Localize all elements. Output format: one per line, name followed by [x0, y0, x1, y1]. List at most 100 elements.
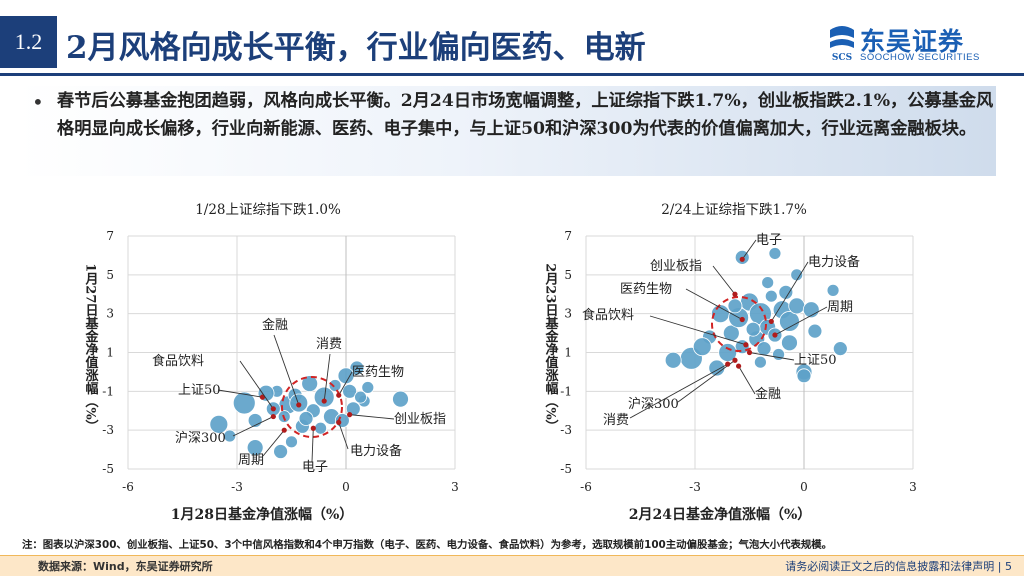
annotation-label: 周期: [238, 453, 264, 468]
summary-box: [18, 86, 996, 176]
annotation-leader: [349, 414, 395, 420]
y-tick-label: -3: [560, 423, 572, 437]
annotation-leader: [738, 365, 756, 395]
annotation-leader: [323, 353, 331, 402]
annotation-marker: [732, 357, 738, 363]
svg-text:SCS: SCS: [832, 53, 852, 63]
y-tick-label: 3: [564, 307, 572, 321]
annotation-leader: [685, 288, 743, 320]
y-tick-label: 5: [106, 268, 114, 282]
scatter-chart-right: -6 -3 0 3 7 5 3 1 -1 -3 -5 2/24上证综指下跌1.7% 2月24日基金净值涨…: [543, 202, 917, 523]
bubble-point: [298, 411, 314, 426]
y-axis-label: 2月23日基金净值涨幅（%）: [543, 263, 560, 433]
y-tick-label: -5: [102, 462, 114, 476]
bubble-point: [761, 276, 775, 289]
bubble-point: [781, 334, 798, 352]
bubble-point: [273, 444, 289, 459]
highlight-dashed-circle: [711, 296, 767, 352]
x-tick-label: -6: [580, 480, 592, 494]
annotation-marker: [259, 394, 266, 400]
annotation-leader: [311, 428, 314, 463]
bubble-point: [223, 429, 237, 443]
bubble-point: [285, 435, 298, 449]
bubble-point: [727, 298, 743, 314]
y-axis-label: 1月27日基金净值涨幅（%）: [83, 263, 100, 433]
footer-bar: 数据来源：Wind，东吴证券研究所 请务必阅读正文之后的信息披露和法律声明 | …: [0, 556, 1024, 576]
annotation-label: 食品饮料: [582, 307, 634, 323]
y-tick-label: 3: [106, 307, 114, 321]
bubble-point: [246, 439, 264, 457]
bubble-point: [745, 321, 761, 337]
x-tick-label: -6: [122, 480, 134, 494]
bubble-point: [328, 379, 342, 392]
bubble-point: [354, 390, 367, 404]
annotation-marker: [347, 412, 353, 418]
annotation-label: 消费: [603, 413, 629, 428]
annotation-label: 沪深300: [628, 396, 679, 412]
bubble-point: [722, 324, 740, 342]
annotation-label: 周期: [827, 300, 853, 315]
bullet-icon: •: [32, 90, 44, 114]
annotation-leader: [338, 371, 353, 396]
summary-text: 春节后公募基金抱团趋弱，风格向成长平衡。2月24日市场宽幅调整，上证综指下跌1.…: [57, 91, 994, 139]
annotation-marker: [270, 413, 276, 420]
chart-title: 2/24上证综指下跌1.7%: [661, 202, 807, 218]
x-axis-label: 1月28日基金净值涨幅（%）: [171, 506, 354, 523]
annotation-label: 上证50: [178, 383, 221, 398]
bubble-point: [756, 341, 772, 357]
bubble-point: [790, 268, 804, 282]
bubble-point: [826, 283, 840, 297]
highlight-dashed-circle: [281, 376, 343, 438]
annotation-marker: [739, 316, 745, 323]
annotation-label: 医药生物: [352, 365, 404, 380]
bubble-point: [788, 297, 806, 315]
annotation-marker: [725, 361, 731, 367]
bubble-point: [768, 247, 782, 260]
page-title: 2月风格向成长平衡，行业偏向医药、电新: [66, 30, 646, 66]
annotation-leader: [262, 429, 285, 457]
annotation-leader: [232, 416, 274, 437]
bubble-point: [796, 368, 812, 384]
annotation-marker: [281, 427, 287, 433]
x-tick-label: 0: [800, 480, 808, 494]
annotation-label: 创业板指: [394, 412, 446, 427]
annotation-label: 医药生物: [620, 282, 672, 297]
y-tick-label: 1: [106, 346, 114, 360]
bubble-point: [778, 284, 794, 300]
x-tick-label: -3: [689, 480, 701, 494]
bubble-point: [361, 381, 375, 394]
y-tick-label: 7: [564, 229, 572, 243]
annotation-label: 电子: [756, 233, 782, 248]
annotation-marker: [772, 332, 778, 338]
annotation-marker: [739, 256, 745, 262]
annotation-marker: [310, 425, 316, 431]
annotation-leader: [217, 389, 263, 398]
annotation-leader: [712, 265, 736, 295]
y-tick-label: 7: [106, 229, 114, 243]
bubble-point: [232, 391, 256, 415]
bubble-point: [692, 337, 712, 357]
y-tick-label: 5: [564, 268, 572, 282]
bubble-point: [313, 386, 335, 408]
brand-logo: SCS 东吴证券 SOOCHOW SECURITIES: [826, 22, 1006, 64]
chart-note: 注：图表以沪深300、创业板指、上证50、3个中信风格指数和4个申万指数（电子、…: [22, 539, 833, 551]
annotation-leader: [749, 352, 795, 361]
annotation-label: 沪深300: [175, 430, 226, 446]
annotation-marker: [336, 419, 342, 425]
bubble-point: [349, 360, 365, 376]
logo-english-name: SOOCHOW SECURITIES: [860, 52, 980, 63]
bubble-point: [342, 383, 358, 399]
bubble-point: [337, 367, 355, 385]
annotation-leader: [774, 306, 828, 336]
bubble-point: [779, 311, 800, 332]
annotation-label: 上证50: [794, 353, 837, 368]
annotation-label: 电子: [302, 460, 328, 475]
x-axis-label: 2月24日基金净值涨幅（%）: [629, 506, 812, 523]
annotation-label: 食品饮料: [152, 353, 204, 369]
annotation-marker: [296, 402, 302, 408]
disclaimer-link[interactable]: 请务必阅读正文之后的信息披露和法律声明 | 5: [785, 560, 1012, 573]
bubble-point: [392, 390, 409, 408]
annotation-marker: [746, 349, 753, 356]
annotation-label: 消费: [316, 337, 342, 352]
x-tick-label: 0: [342, 480, 350, 494]
